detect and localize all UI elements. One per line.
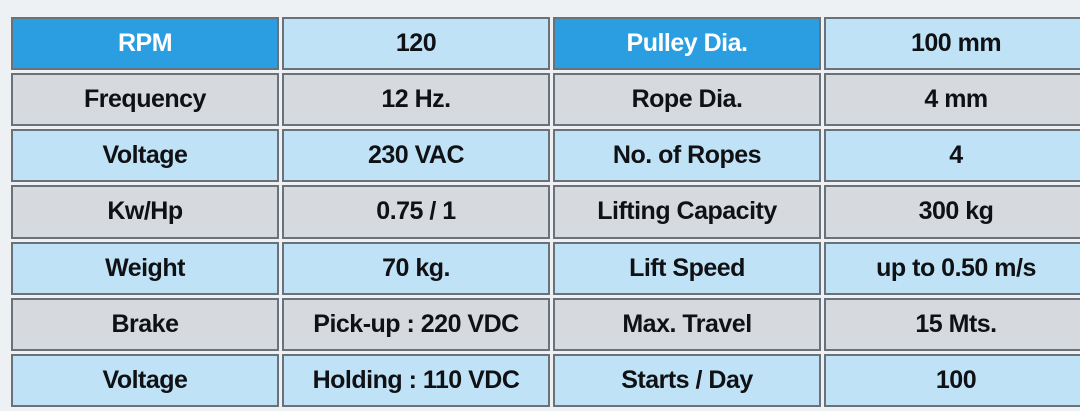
table-cell-label: Frequency [11,73,279,127]
table-cell-label: Pulley Dia. [553,17,821,71]
table-row: Frequency 12 Hz. Rope Dia. 4 mm [11,73,1080,127]
table-cell-value: 100 mm [824,17,1080,71]
table-cell-value: Pick-up : 220 VDC [282,297,550,351]
table-cell-label: Rope Dia. [553,73,821,127]
table-row: Brake Pick-up : 220 VDC Max. Travel 15 M… [11,297,1080,351]
table-cell-value: 15 Mts. [824,297,1080,351]
table-cell-value: 4 mm [824,73,1080,127]
table-cell-label: RPM [11,17,279,71]
table-cell-label: Max. Travel [553,297,821,351]
table-cell-value: 230 VAC [282,129,550,183]
table-cell-value: 100 [824,353,1080,407]
table-cell-label: Brake [11,297,279,351]
table-cell-label: Voltage [11,353,279,407]
table-cell-value: 70 kg. [282,241,550,295]
table-row: RPM 120 Pulley Dia. 100 mm [11,17,1080,71]
table-cell-value: 4 [824,129,1080,183]
table-cell-value: 0.75 / 1 [282,185,550,239]
table-cell-value: Holding : 110 VDC [282,353,550,407]
table-cell-label: No. of Ropes [553,129,821,183]
table-cell-value: 300 kg [824,185,1080,239]
table-cell-value: up to 0.50 m/s [824,241,1080,295]
table-row: Voltage 230 VAC No. of Ropes 4 [11,129,1080,183]
table-cell-label: Kw/Hp [11,185,279,239]
table-row: Kw/Hp 0.75 / 1 Lifting Capacity 300 kg [11,185,1080,239]
spec-table: RPM 120 Pulley Dia. 100 mm Frequency 12 … [8,14,1080,410]
table-cell-value: 120 [282,17,550,71]
table-cell-label: Weight [11,241,279,295]
table-cell-label: Lifting Capacity [553,185,821,239]
table-cell-label: Starts / Day [553,353,821,407]
table-row: Weight 70 kg. Lift Speed up to 0.50 m/s [11,241,1080,295]
table-cell-label: Lift Speed [553,241,821,295]
table-row: Voltage Holding : 110 VDC Starts / Day 1… [11,353,1080,407]
table-cell-label: Voltage [11,129,279,183]
table-cell-value: 12 Hz. [282,73,550,127]
